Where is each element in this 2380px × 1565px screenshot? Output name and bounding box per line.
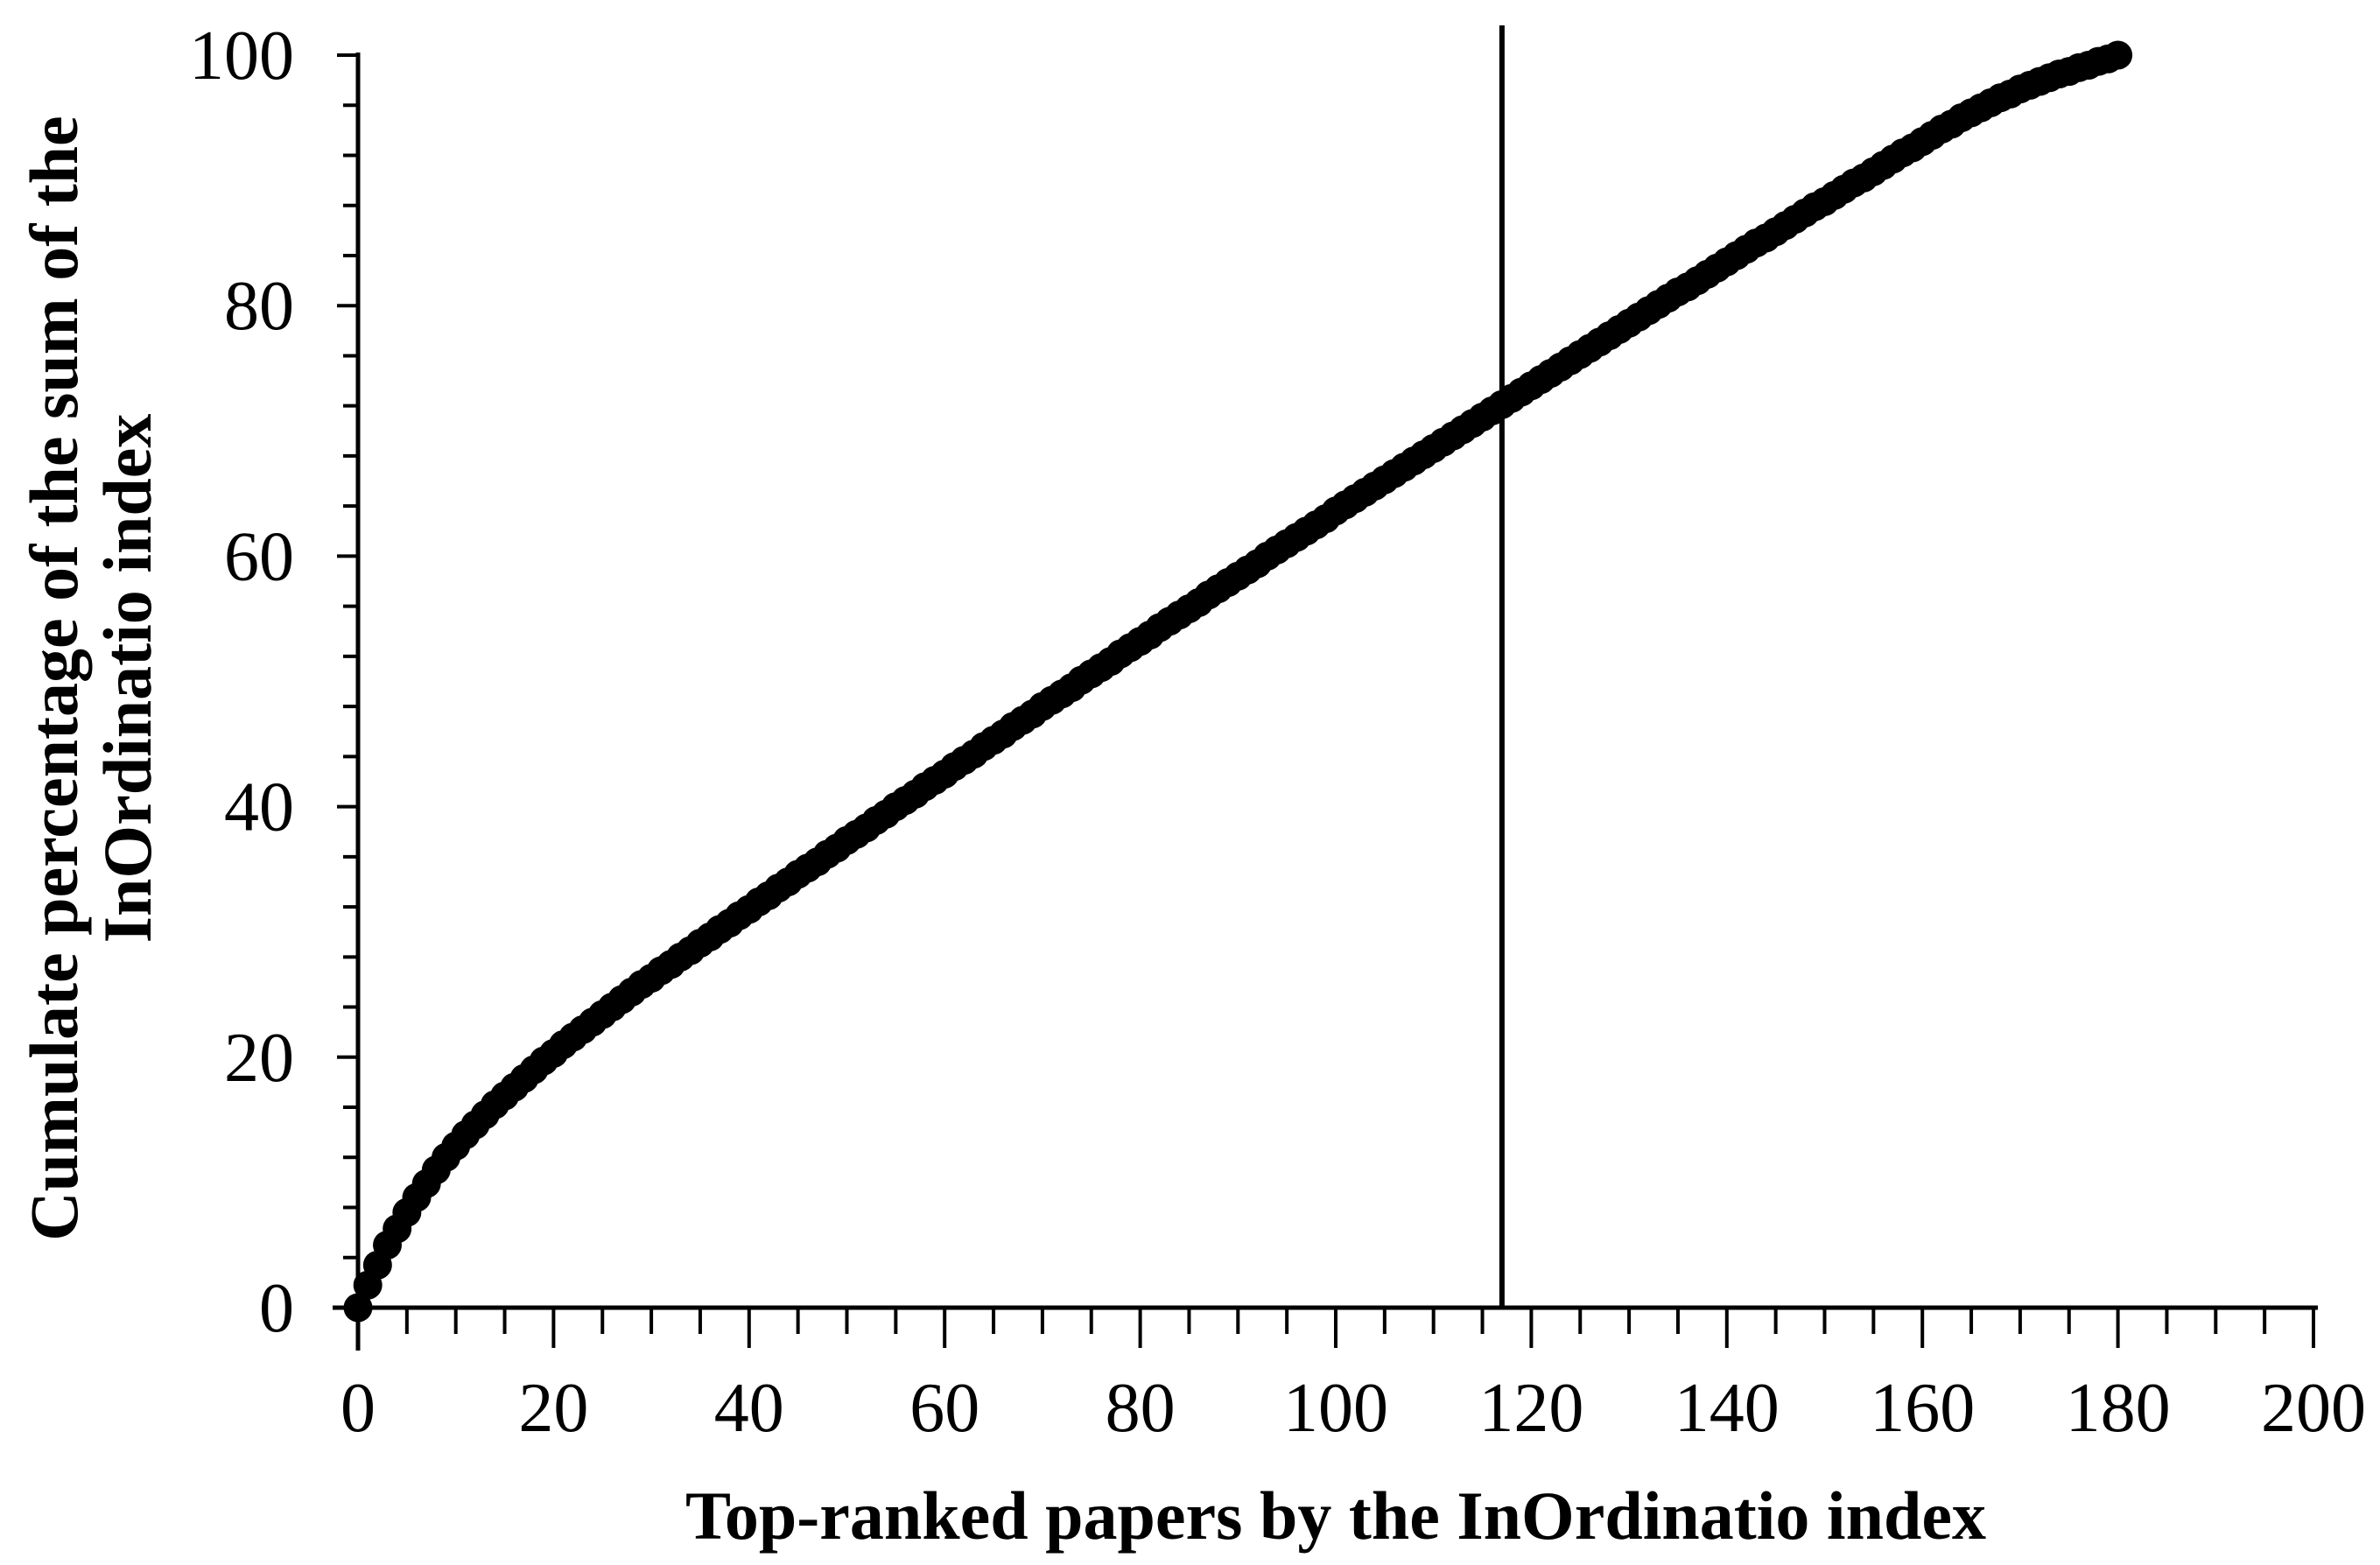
x-tick-label: 160 — [1870, 1370, 1975, 1447]
y-tick-label: 40 — [224, 769, 294, 846]
x-tick-label: 200 — [2261, 1370, 2366, 1447]
y-tick-label: 60 — [224, 518, 294, 595]
y-axis-tick-labels: 0 20 40 60 80 100 — [189, 18, 294, 1347]
data-series-points — [343, 40, 2133, 1323]
y-axis-title-line1: Cumulate percentage of the sum of the — [16, 116, 92, 1240]
x-axis-ticks — [356, 1308, 2315, 1348]
x-tick-label: 20 — [518, 1370, 588, 1447]
x-tick-label: 80 — [1106, 1370, 1176, 1447]
x-tick-label: 140 — [1674, 1370, 1780, 1447]
y-axis-title: Cumulate percentage of the sum of theInO… — [16, 116, 165, 1240]
data-point — [2103, 40, 2133, 70]
y-tick-label: 0 — [259, 1270, 294, 1347]
y-tick-label: 20 — [224, 1020, 294, 1097]
y-axis-title-line2: InOrdinatio index — [89, 414, 165, 944]
x-tick-label: 60 — [909, 1370, 979, 1447]
x-tick-label: 100 — [1283, 1370, 1388, 1447]
y-tick-label: 100 — [189, 18, 294, 95]
x-axis-tick-labels: 0 20 40 60 80 100 120 140 160 180 200 — [341, 1370, 2366, 1447]
x-tick-label: 120 — [1478, 1370, 1583, 1447]
x-tick-label: 40 — [714, 1370, 784, 1447]
x-axis-title: Top-ranked papers by the InOrdinatio ind… — [685, 1477, 1986, 1554]
y-tick-label: 80 — [224, 268, 294, 345]
y-axis-ticks — [337, 53, 358, 1309]
x-tick-label: 0 — [341, 1370, 376, 1447]
x-tick-label: 180 — [2066, 1370, 2171, 1447]
